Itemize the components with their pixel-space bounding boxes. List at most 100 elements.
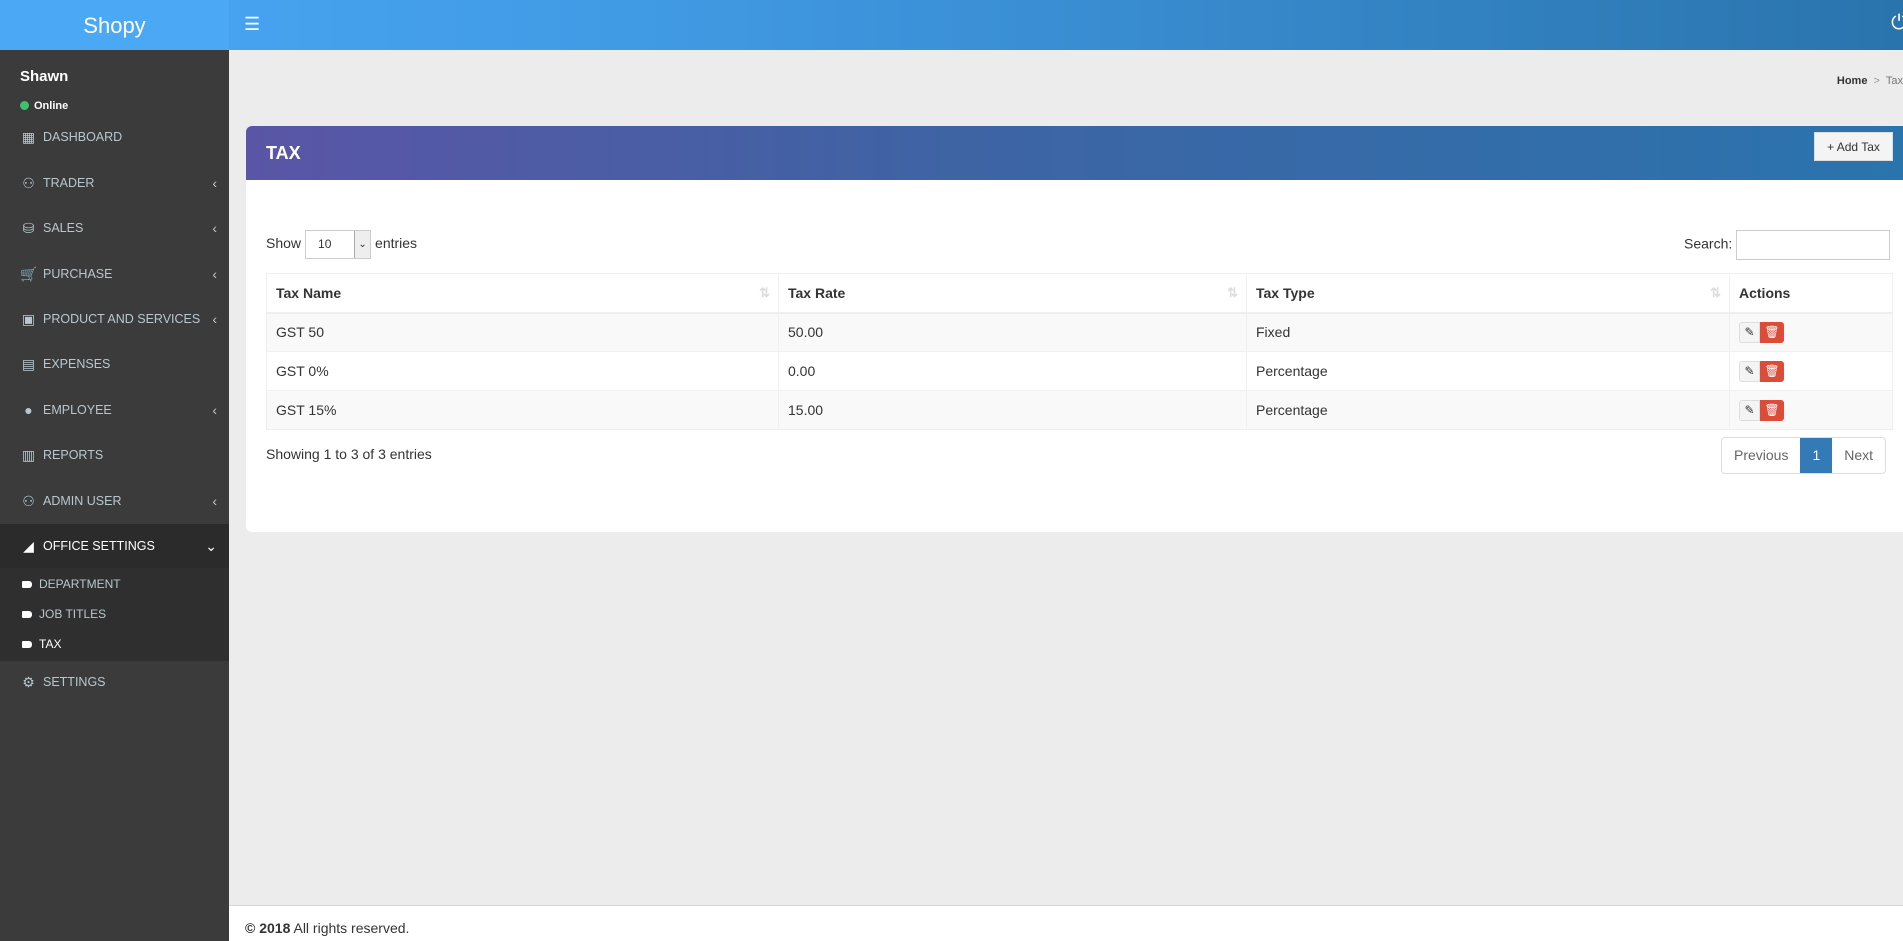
people-icon: ⚇ <box>22 492 35 509</box>
sidebar-item-label: TRADER <box>43 176 95 190</box>
cell-actions: ✎ 🗑 <box>1729 390 1893 430</box>
footer: © 2018 All rights reserved. <box>229 905 1903 941</box>
status-text: Online <box>34 100 69 112</box>
entries-select[interactable]: 10 ⌄ <box>305 230 372 259</box>
cell-tax-type: Fixed <box>1246 312 1730 352</box>
sidebar-item-label: DASHBOARD <box>43 130 123 144</box>
edit-button[interactable]: ✎ <box>1739 399 1760 421</box>
sidebar-item-employee[interactable]: ● EMPLOYEE ‹ <box>0 388 229 432</box>
entries-label: entries <box>375 235 418 252</box>
delete-button[interactable]: 🗑 <box>1760 321 1784 343</box>
sidebar-item-product-and-services[interactable]: ▣ PRODUCT AND SERVICES ‹ <box>0 297 229 341</box>
breadcrumb-separator: > <box>1873 75 1880 87</box>
edit-button[interactable]: ✎ <box>1739 321 1760 343</box>
column-label: Actions <box>1739 284 1791 301</box>
cell-tax-name: GST 50 <box>266 312 779 352</box>
user-status: Online <box>20 100 68 112</box>
submenu-label: JOB TITLES <box>39 607 107 621</box>
sidebar-item-label: REPORTS <box>43 448 104 462</box>
sidebar-item-label: PRODUCT AND SERVICES <box>43 312 201 326</box>
submenu-label: DEPARTMENT <box>39 577 121 591</box>
delete-button[interactable]: 🗑 <box>1760 360 1784 382</box>
column-label: Tax Type <box>1256 284 1315 301</box>
column-header-tax-name[interactable]: Tax Name ⇅ <box>266 273 779 314</box>
sidebar-item-sales[interactable]: ⛁ SALES ‹ <box>0 206 229 250</box>
chevron-left-icon: ‹ <box>212 175 217 191</box>
edit-button[interactable]: ✎ <box>1739 360 1760 382</box>
column-header-tax-type[interactable]: Tax Type ⇅ <box>1246 273 1730 314</box>
sidebar-item-trader[interactable]: ⚇ TRADER ‹ <box>0 161 229 205</box>
sidebar-item-dashboard[interactable]: ▦ DASHBOARD <box>0 115 229 159</box>
office-settings-submenu: DEPARTMENT JOB TITLES TAX <box>0 568 229 661</box>
office-settings-icon: ◢ <box>23 537 34 554</box>
sidebar-item-office-settings[interactable]: ◢ OFFICE SETTINGS ⌄ <box>0 524 229 568</box>
gear-icon: ⚙ <box>22 673 35 690</box>
chevron-left-icon: ‹ <box>212 402 217 418</box>
page-title: TAX <box>266 143 301 163</box>
cell-tax-rate: 50.00 <box>778 312 1247 352</box>
page-1-button[interactable]: 1 <box>1800 438 1833 473</box>
power-icon[interactable]: ⏻ <box>1891 12 1903 34</box>
submenu-label: TAX <box>39 637 62 651</box>
top-navbar: Shopy ☰ ⏻ <box>0 0 1903 50</box>
sidebar-item-label: EXPENSES <box>43 357 111 371</box>
chevron-left-icon: ‹ <box>212 220 217 236</box>
sidebar-item-admin-user[interactable]: ⚇ ADMIN USER ‹ <box>0 479 229 523</box>
footer-year: © 2018 <box>245 920 291 936</box>
column-label: Tax Rate <box>788 284 846 301</box>
cell-tax-rate: 15.00 <box>778 390 1247 430</box>
cell-tax-name: GST 15% <box>266 390 779 430</box>
previous-button[interactable]: Previous <box>1734 447 1789 463</box>
entries-value: 10 <box>318 237 332 251</box>
cell-tax-type: Percentage <box>1246 351 1730 391</box>
footer-text: All rights reserved. <box>293 920 410 936</box>
sidebar-item-label: SETTINGS <box>43 675 106 689</box>
box-header: TAX + Add Tax <box>246 126 1903 180</box>
sidebar: Shawn Online ▦ DASHBOARD ⚇ TRADER ‹ ⛁ SALES ‹… <box>0 50 229 941</box>
sidebar-item-label: SALES <box>43 221 84 235</box>
entries-length: Show 10 ⌄ entries <box>266 230 417 259</box>
sidebar-item-reports[interactable]: ▥ REPORTS <box>0 433 229 477</box>
status-dot-icon <box>20 101 29 110</box>
search: Search: <box>1684 230 1891 260</box>
table-info: Showing 1 to 3 of 3 entries <box>266 446 432 462</box>
table-row: GST 15% 15.00 Percentage ✎ 🗑 <box>266 390 1893 430</box>
basket-icon: ⛁ <box>22 219 35 236</box>
next-button[interactable]: Next <box>1844 447 1874 463</box>
tag-icon <box>22 581 32 588</box>
cell-tax-name: GST 0% <box>266 351 779 391</box>
sidebar-item-label: PURCHASE <box>43 267 113 281</box>
chevron-left-icon: ‹ <box>212 493 217 509</box>
clipboard-icon: ▥ <box>21 446 36 463</box>
pagination: Previous 1 Next <box>1721 437 1887 474</box>
sidebar-item-purchase[interactable]: 🛒 PURCHASE ‹ <box>0 252 229 296</box>
column-label: Tax Name <box>276 284 342 301</box>
cart-icon: 🛒 <box>20 265 38 282</box>
tax-box: TAX + Add Tax Show 10 ⌄ entries Search: Tax… <box>246 126 1903 532</box>
sidebar-item-label: ADMIN USER <box>43 494 122 508</box>
submenu-item-job-titles[interactable]: JOB TITLES <box>22 607 106 621</box>
cell-actions: ✎ 🗑 <box>1729 312 1893 352</box>
column-header-tax-rate[interactable]: Tax Rate ⇅ <box>778 273 1247 314</box>
submenu-item-department[interactable]: DEPARTMENT <box>22 577 121 591</box>
sidebar-item-settings[interactable]: ⚙ SETTINGS <box>0 660 229 704</box>
sidebar-item-expenses[interactable]: ▤ EXPENSES <box>0 342 229 386</box>
cell-actions: ✎ 🗑 <box>1729 351 1893 391</box>
logo[interactable]: Shopy <box>0 0 229 50</box>
breadcrumb: Home > Tax <box>1837 75 1903 87</box>
table-row: GST 0% 0.00 Percentage ✎ 🗑 <box>266 351 1893 391</box>
archive-icon: ▣ <box>21 310 36 327</box>
breadcrumb-current: Tax <box>1885 75 1903 87</box>
chevron-down-icon: ⌄ <box>205 537 217 554</box>
tax-table: Tax Name ⇅ Tax Rate ⇅ Tax Type ⇅ Actions GS… <box>266 273 1893 430</box>
hamburger-icon[interactable]: ☰ <box>244 14 261 34</box>
dashboard-icon: ▦ <box>21 128 36 145</box>
search-label: Search: <box>1684 235 1733 252</box>
submenu-item-tax[interactable]: TAX <box>22 637 61 651</box>
breadcrumb-home[interactable]: Home <box>1836 75 1868 87</box>
delete-button[interactable]: 🗑 <box>1760 399 1784 421</box>
sort-icon: ⇅ <box>759 285 770 300</box>
add-tax-button[interactable]: + Add Tax <box>1814 132 1893 161</box>
search-input[interactable] <box>1736 230 1891 260</box>
sidebar-item-label: EMPLOYEE <box>43 403 112 417</box>
